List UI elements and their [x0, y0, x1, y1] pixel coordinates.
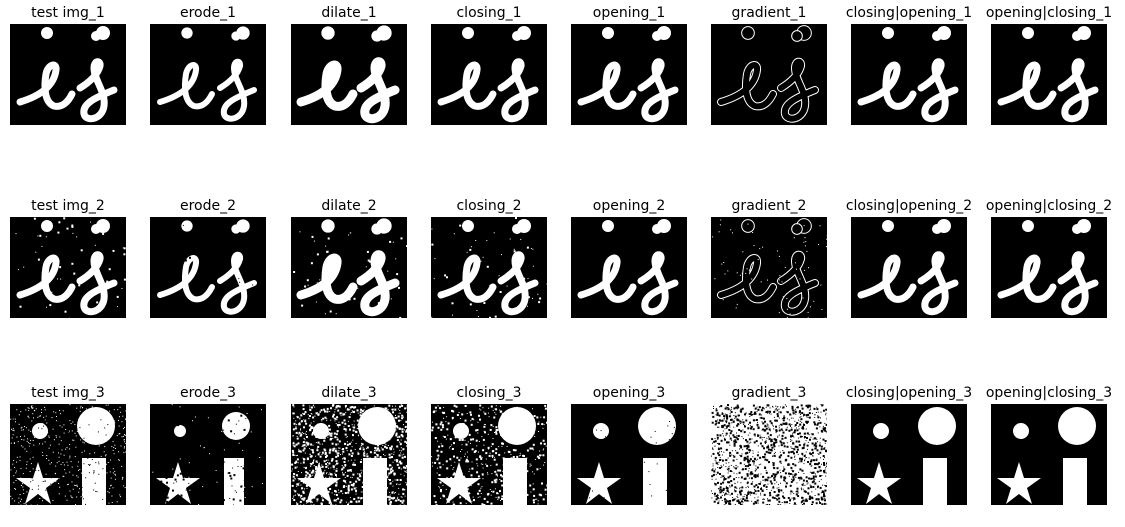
panel-image — [431, 217, 547, 318]
panel-title: opening_2 — [592, 198, 666, 214]
panel-title: closing|opening_1 — [845, 5, 973, 21]
morphology-result-image — [577, 26, 679, 123]
panel-image — [991, 404, 1107, 505]
morphology-result-image — [857, 219, 959, 316]
morphology-result-image — [717, 25, 819, 123]
panel-title: dilate_2 — [321, 198, 377, 214]
panel-image — [851, 24, 967, 125]
morphology-result-image — [431, 404, 547, 505]
morphology-result-image — [151, 217, 266, 318]
panel-image — [571, 24, 687, 125]
panel-title: erode_2 — [179, 198, 237, 214]
panel-title: opening_1 — [592, 5, 666, 21]
panel-image — [711, 404, 827, 505]
morphology-result-image — [293, 218, 407, 318]
panel-image — [991, 217, 1107, 318]
morphology-result-image — [151, 404, 266, 505]
panel-image — [851, 404, 967, 505]
panel-image — [10, 24, 126, 125]
panel-image — [291, 24, 407, 125]
panel-title: gradient_2 — [731, 198, 807, 214]
panel-title: gradient_1 — [731, 5, 807, 21]
morphology-result-image — [997, 407, 1096, 505]
panel-title: opening|closing_1 — [985, 5, 1113, 21]
morphology-result-image — [712, 218, 827, 318]
panel-image — [10, 404, 126, 505]
panel-title: erode_3 — [179, 385, 237, 401]
panel-title: test img_3 — [31, 385, 105, 401]
morphology-result-image — [431, 217, 547, 318]
morphology-result-image — [15, 217, 126, 318]
morphology-result-image — [157, 26, 257, 122]
morphology-result-image — [291, 404, 407, 505]
morphology-result-image — [997, 26, 1099, 123]
panel-title: opening_3 — [592, 385, 666, 401]
panel-title: opening|closing_3 — [985, 385, 1113, 401]
panel-image — [431, 404, 547, 505]
morphology-result-image — [711, 404, 827, 505]
panel-image — [711, 24, 827, 125]
panel-title: test img_1 — [31, 5, 105, 21]
panel-image — [291, 217, 407, 318]
panel-image — [10, 217, 126, 318]
morphology-result-image — [10, 404, 126, 505]
panel-title: gradient_3 — [731, 385, 807, 401]
panel-image — [150, 404, 266, 505]
panel-image — [571, 217, 687, 318]
panel-image — [291, 404, 407, 505]
panel-image — [711, 217, 827, 318]
morphology-result-image — [857, 26, 959, 123]
panel-title: dilate_1 — [321, 5, 377, 21]
panel-image — [991, 24, 1107, 125]
morphology-result-image — [296, 25, 400, 124]
morphology-result-image — [857, 407, 956, 505]
panel-image — [851, 217, 967, 318]
panel-image — [150, 24, 266, 125]
panel-image — [150, 217, 266, 318]
panel-image — [431, 24, 547, 125]
panel-title: dilate_3 — [321, 385, 377, 401]
morphology-result-image — [437, 26, 539, 123]
panel-title: erode_1 — [179, 5, 237, 21]
panel-title: closing|opening_3 — [845, 385, 973, 401]
panel-image — [571, 404, 687, 505]
panel-title: closing_3 — [456, 385, 522, 401]
panel-title: closing_2 — [456, 198, 522, 214]
morphology-result-image — [16, 26, 118, 123]
morphology-result-image — [997, 219, 1099, 316]
panel-title: test img_2 — [31, 198, 105, 214]
panel-title: opening|closing_2 — [985, 198, 1113, 214]
panel-title: closing_1 — [456, 5, 522, 21]
morphology-result-image — [577, 219, 679, 316]
panel-title: closing|opening_2 — [845, 198, 973, 214]
morphology-result-image — [573, 404, 687, 505]
